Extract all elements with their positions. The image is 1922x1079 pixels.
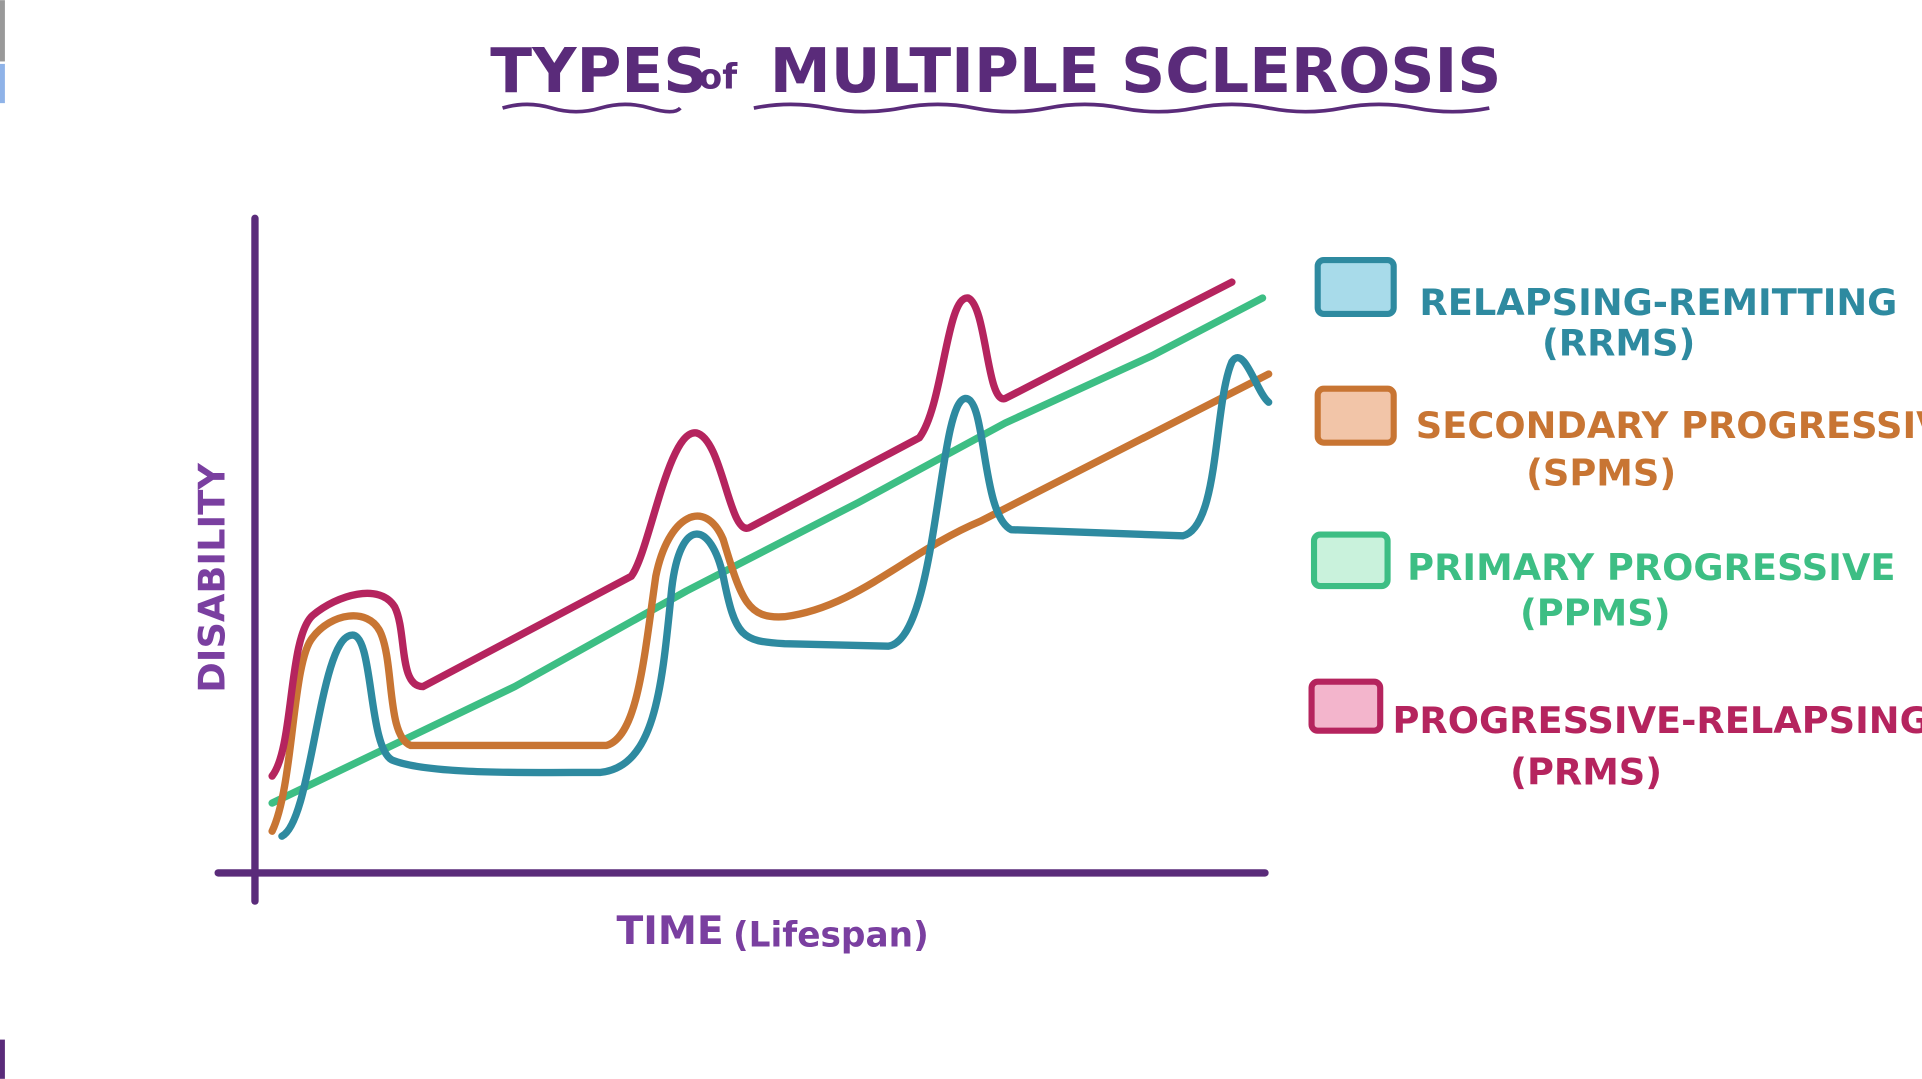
legend-abbr: (PRMS) [1510,751,1662,794]
title-connector: of [699,57,739,97]
x-axis-label: TIME [617,909,724,954]
prms-curve [268,278,1236,780]
y-axis-label: DISABILITY [190,463,233,693]
legend-abbr: (SPMS) [1526,452,1676,495]
title-underline [753,102,1490,114]
title-first: TYPES [490,36,707,107]
edge-mark [0,0,5,62]
legend-label: PROGRESSIVE-RELAPSING [1392,699,1922,742]
legend-label: RELAPSING-REMITTING [1419,281,1897,324]
title-last: MULTIPLE SCLEROSIS [770,36,1502,107]
legend-swatch [1310,531,1391,590]
edge-mark [0,1039,5,1079]
legend-swatch [1314,256,1397,318]
legend-label: SECONDARY PROGRESSIVE [1416,404,1922,447]
title-underline [502,102,682,114]
rrms-curve [278,354,1273,840]
ppms-curve [268,294,1267,807]
legend-swatch [1308,678,1384,734]
edge-mark [0,63,5,104]
legend-abbr: (PPMS) [1520,591,1671,634]
x-axis-note: (Lifespan) [733,915,929,955]
spms-curve [268,370,1273,835]
legend-abbr: (RRMS) [1542,322,1695,365]
legend-label: PRIMARY PROGRESSIVE [1407,546,1895,589]
legend-swatch [1314,385,1397,446]
